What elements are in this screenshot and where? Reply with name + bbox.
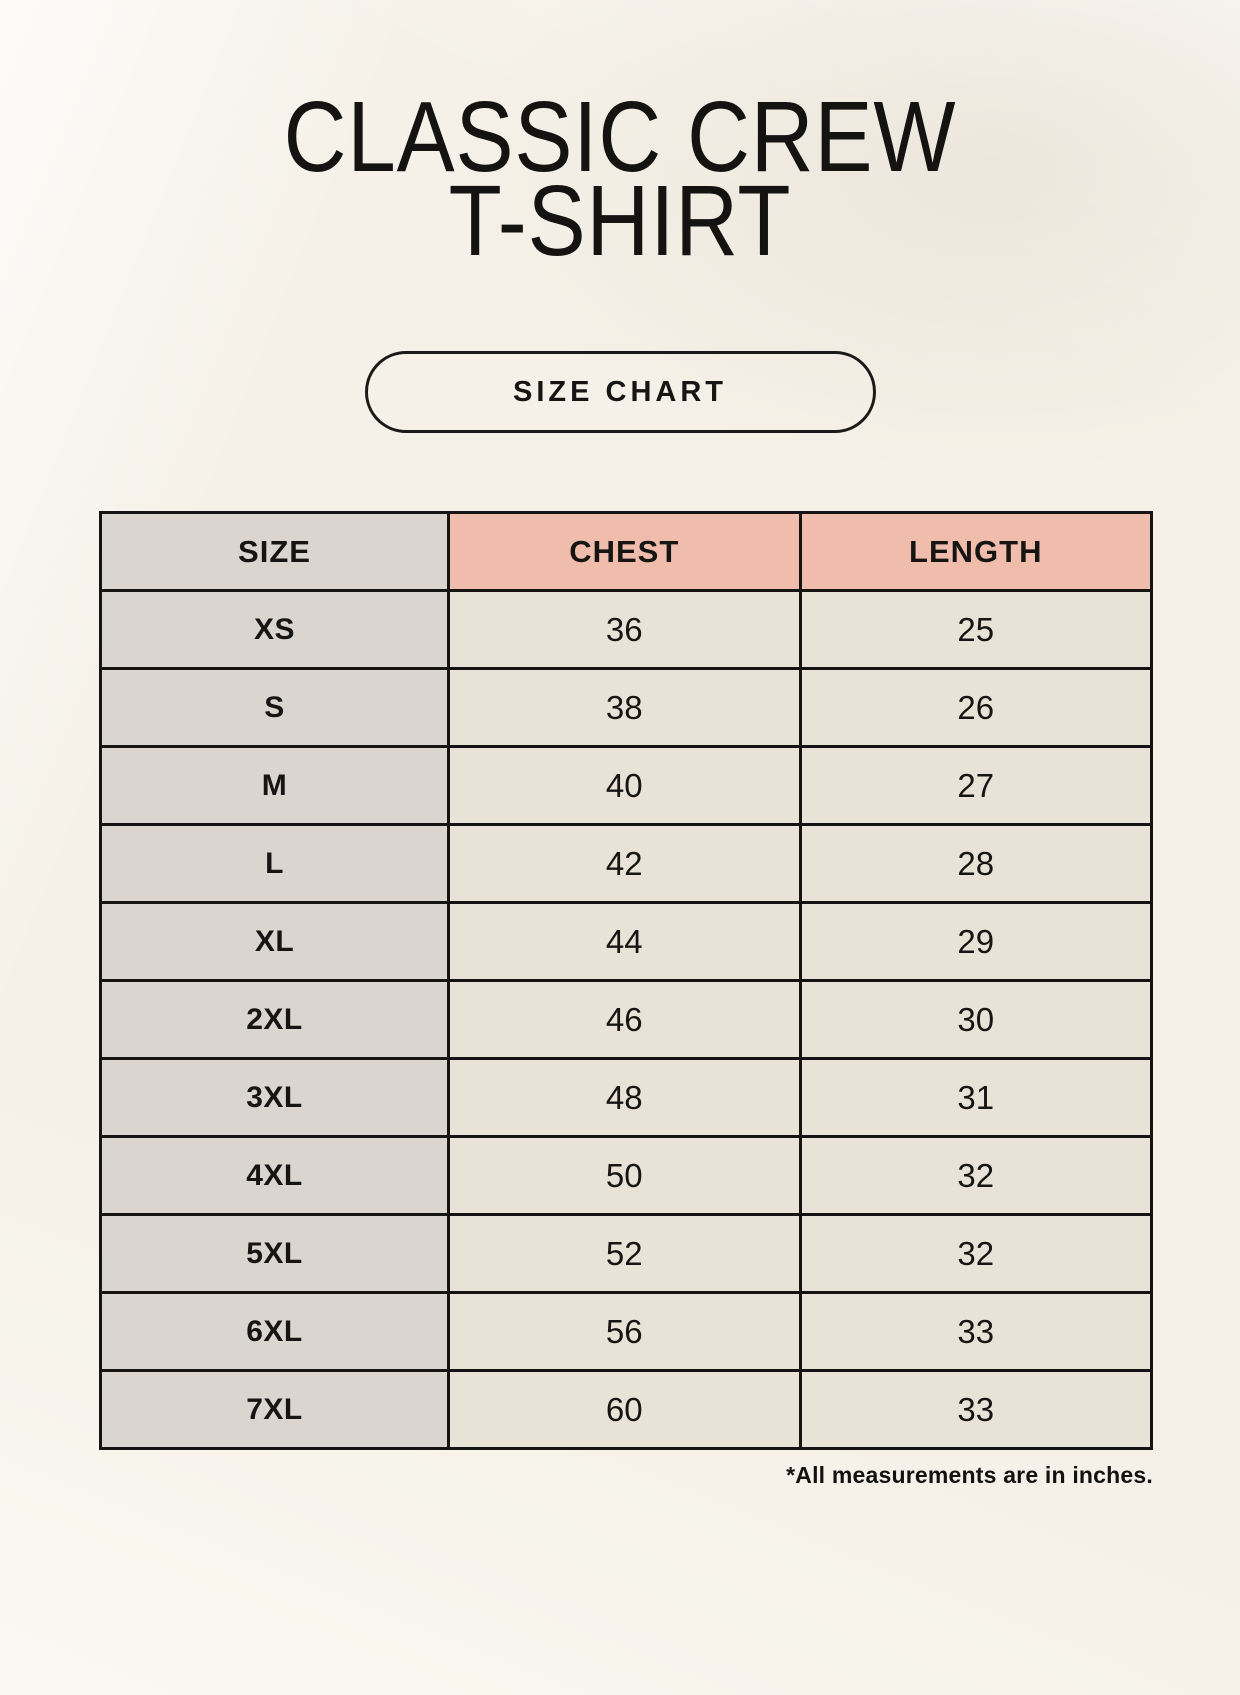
table-header-row: SIZE CHEST LENGTH [99,511,1153,592]
table-row: 5XL 52 32 [99,1213,1153,1294]
size-cell: XS [99,589,450,670]
chest-cell: 52 [447,1213,802,1294]
size-cell: 4XL [99,1135,450,1216]
length-cell: 31 [798,1057,1153,1138]
measurements-note: *All measurements are in inches. [786,1462,1153,1488]
chest-cell: 40 [447,745,802,826]
table-row: 2XL 46 30 [99,979,1153,1060]
table-row: 4XL 50 32 [99,1135,1153,1216]
chest-cell: 44 [447,901,802,982]
size-chart-button-row: SIZE CHART [0,351,1240,433]
table-row: 7XL 60 33 [99,1369,1153,1450]
size-chart-button[interactable]: SIZE CHART [364,351,876,433]
size-cell: XL [99,901,450,982]
length-cell: 32 [798,1213,1153,1294]
table-row: XS 36 25 [99,589,1153,670]
chest-cell: 36 [447,589,802,670]
size-cell: M [99,745,450,826]
table-row: L 42 28 [99,823,1153,904]
chest-cell: 38 [447,667,802,748]
chest-cell: 46 [447,979,802,1060]
length-cell: 28 [798,823,1153,904]
length-cell: 25 [798,589,1153,670]
length-cell: 33 [798,1369,1153,1450]
table-row: 3XL 48 31 [99,1057,1153,1138]
length-cell: 33 [798,1291,1153,1372]
page-title-line1: CLASSIC CREW [283,81,957,193]
table-row: M 40 27 [99,745,1153,826]
size-cell: 7XL [99,1369,450,1450]
length-cell: 27 [798,745,1153,826]
chest-cell: 42 [447,823,802,904]
length-cell: 26 [798,667,1153,748]
size-cell: L [99,823,450,904]
chest-cell: 60 [447,1369,802,1450]
page-title: CLASSIC CREW T-SHIRT [81,81,1160,277]
size-cell: 3XL [99,1057,450,1138]
size-table: SIZE CHEST LENGTH XS 36 25 S 38 26 M 40 27 L 42 28 X… [99,511,1153,1450]
length-cell: 30 [798,979,1153,1060]
chest-cell: 56 [447,1291,802,1372]
size-table-body: XS 36 25 S 38 26 M 40 27 L 42 28 XL 44 29 2XL 46 30 3XL 48 3… [99,589,1153,1450]
size-cell: S [99,667,450,748]
size-chart-page: CLASSIC CREW T-SHIRT SIZE CHART SIZE CHE… [0,81,1240,1489]
length-cell: 32 [798,1135,1153,1216]
column-header-size: SIZE [99,511,450,592]
column-header-chest: CHEST [447,511,802,592]
size-cell: 2XL [99,979,450,1060]
chest-cell: 50 [447,1135,802,1216]
table-row: XL 44 29 [99,901,1153,982]
size-cell: 5XL [99,1213,450,1294]
column-header-length: LENGTH [798,511,1153,592]
size-cell: 6XL [99,1291,450,1372]
page-title-line2: T-SHIRT [448,165,792,277]
chest-cell: 48 [447,1057,802,1138]
table-row: 6XL 56 33 [99,1291,1153,1372]
length-cell: 29 [798,901,1153,982]
table-row: S 38 26 [99,667,1153,748]
